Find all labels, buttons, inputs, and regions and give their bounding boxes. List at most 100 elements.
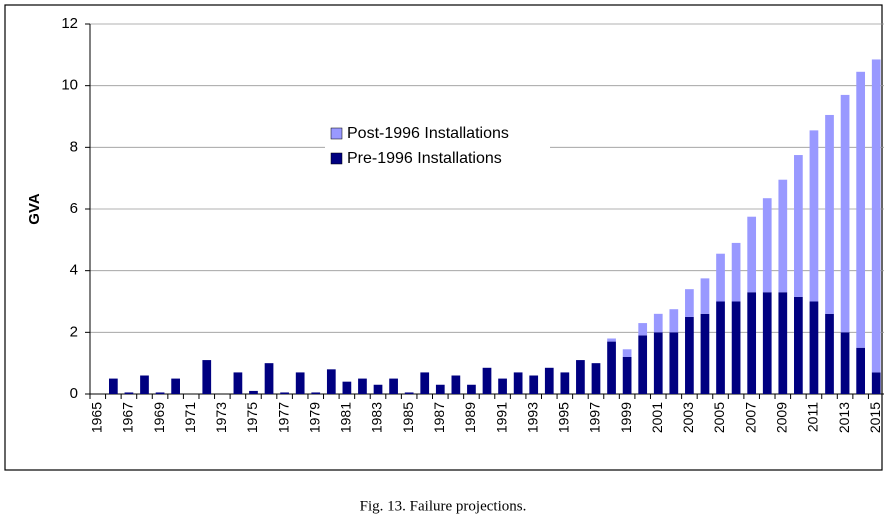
bar-segment: [591, 363, 601, 394]
x-tick-label: 2009: [774, 402, 790, 433]
x-tick-label: 2013: [836, 402, 852, 433]
bar-segment: [871, 59, 881, 373]
bar-segment: [420, 372, 430, 394]
bar-segment: [840, 332, 850, 394]
y-tick-label: 12: [61, 15, 78, 32]
bar-segment: [669, 309, 679, 333]
bar-segment: [311, 392, 321, 394]
bar-segment: [264, 363, 274, 394]
x-tick-label: 1967: [120, 402, 136, 433]
x-tick-label: 1999: [618, 402, 634, 433]
x-tick-label: 2001: [649, 402, 665, 433]
legend-swatch: [330, 127, 343, 140]
bar-segment: [124, 392, 134, 394]
bar-segment: [747, 216, 757, 293]
bar-segment: [856, 347, 866, 394]
bar-segment: [358, 378, 367, 394]
y-tick-label: 8: [70, 138, 78, 155]
bar-segment: [856, 71, 866, 348]
x-tick-label: 1973: [213, 402, 229, 433]
x-tick-label: 1987: [431, 402, 447, 433]
x-tick-label: 1981: [338, 402, 354, 433]
y-tick-label: 10: [61, 77, 78, 94]
bar-segment: [794, 296, 803, 394]
bar-segment: [435, 384, 445, 394]
x-tick-label: 2005: [711, 402, 727, 433]
bar-segment: [622, 349, 632, 357]
bar-segment: [171, 378, 180, 394]
x-tick-label: 1977: [275, 402, 291, 433]
bar-segment: [295, 372, 305, 394]
bar-segment: [638, 323, 648, 336]
x-tick-label: 1969: [151, 402, 167, 433]
bar-segment: [560, 372, 570, 394]
bar-segment: [762, 198, 772, 293]
bar-segment: [871, 372, 881, 394]
y-tick-label: 4: [70, 262, 78, 279]
legend-label: Pre-1996 Installations: [347, 150, 502, 167]
bar-segment: [280, 392, 289, 394]
bar-segment: [716, 253, 725, 302]
caption: Fig. 13. Failure projections.: [360, 498, 527, 514]
bar-segment: [653, 332, 663, 394]
bar-segment: [685, 289, 694, 317]
bar-segment: [513, 372, 523, 394]
bar-segment: [576, 360, 585, 394]
bar-segment: [607, 338, 616, 342]
x-tick-label: 1993: [524, 402, 540, 433]
bar-segment: [544, 367, 554, 394]
bar-segment: [404, 392, 414, 394]
bar-segment: [202, 360, 212, 394]
bar-segment: [607, 341, 616, 394]
bar-segment: [233, 372, 243, 394]
bar-segment: [451, 375, 461, 394]
x-tick-label: 2011: [805, 402, 821, 432]
bar-segment: [622, 357, 632, 394]
bar-segment: [716, 301, 725, 394]
x-tick-label: 1989: [462, 402, 478, 433]
x-tick-label: 1983: [369, 402, 385, 433]
y-axis-label: GVA: [26, 193, 43, 225]
bar-segment: [482, 367, 492, 394]
bar-segment: [326, 369, 336, 394]
bar-segment: [529, 375, 539, 394]
bar-segment: [685, 316, 694, 394]
x-tick-label: 2015: [867, 402, 883, 433]
bar-segment: [155, 392, 165, 394]
x-tick-label: 1965: [88, 402, 104, 433]
bar-segment: [373, 384, 383, 394]
bar-segment: [467, 384, 476, 394]
bar-segment: [731, 301, 741, 394]
y-tick-label: 0: [70, 385, 78, 402]
bar-segment: [669, 332, 679, 394]
x-tick-label: 2007: [742, 402, 758, 433]
bar-segment: [825, 313, 834, 394]
legend-swatch: [330, 152, 343, 165]
y-tick-label: 6: [70, 200, 78, 217]
y-tick-label: 2: [70, 323, 78, 340]
x-tick-label: 1997: [587, 402, 603, 433]
bar-segment: [731, 242, 741, 302]
bar-segment: [653, 313, 663, 333]
bar-segment: [108, 378, 118, 394]
bar-segment: [342, 381, 352, 394]
bar-segment: [778, 179, 788, 293]
x-tick-label: 1991: [493, 402, 509, 433]
x-tick-label: 1971: [182, 402, 198, 433]
legend-label: Post-1996 Installations: [347, 125, 509, 142]
bar-segment: [825, 114, 834, 314]
bar-segment: [389, 378, 398, 394]
x-tick-label: 1975: [244, 402, 260, 433]
bar-segment: [700, 278, 710, 314]
bar-segment: [638, 335, 648, 394]
x-tick-label: 2003: [680, 402, 696, 433]
bar-segment: [747, 292, 757, 394]
legend-box: [325, 118, 550, 174]
bar-segment: [794, 155, 803, 297]
bar-segment: [249, 390, 258, 394]
bar-segment: [778, 292, 788, 394]
x-tick-label: 1985: [400, 402, 416, 433]
x-tick-label: 1995: [556, 402, 572, 433]
